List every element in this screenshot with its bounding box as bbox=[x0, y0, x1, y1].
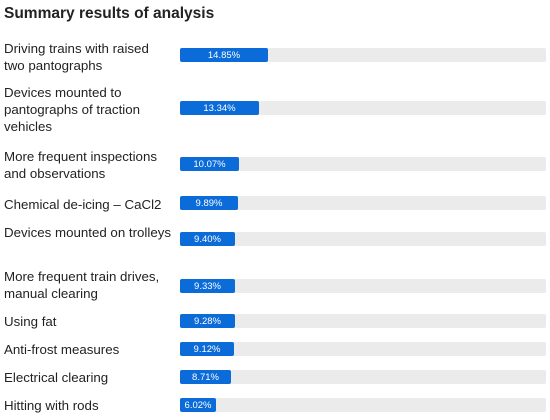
bar: 13.34% bbox=[180, 101, 259, 115]
bar-track: 9.40% bbox=[180, 232, 546, 246]
bar-track: 13.34% bbox=[180, 101, 546, 115]
bar: 9.12% bbox=[180, 342, 234, 356]
bar-value-label: 6.02% bbox=[184, 399, 212, 411]
bar-track: 9.28% bbox=[180, 314, 546, 328]
bar: 10.07% bbox=[180, 157, 239, 171]
bar-track: 9.33% bbox=[180, 279, 546, 293]
bar-value-label: 14.85% bbox=[207, 49, 241, 61]
bar-value-label: 9.28% bbox=[194, 315, 221, 327]
category-label: Using fat bbox=[4, 314, 57, 329]
category-label: Chemical de-icing – CaCl2 bbox=[4, 197, 162, 212]
bar-track: 9.12% bbox=[180, 342, 546, 356]
bar: 8.71% bbox=[180, 370, 231, 384]
bar: 6.02% bbox=[180, 398, 216, 412]
bar: 14.85% bbox=[180, 48, 268, 62]
bar-track: 6.02% bbox=[180, 398, 546, 412]
category-label: More frequent train drives, manual clear… bbox=[4, 269, 160, 301]
bar: 9.40% bbox=[180, 232, 235, 246]
category-label: Anti-frost measures bbox=[4, 342, 120, 357]
bar-track: 8.71% bbox=[180, 370, 546, 384]
bar-value-label: 10.07% bbox=[193, 158, 226, 170]
bar: 9.33% bbox=[180, 279, 235, 293]
category-label: More frequent inspections and observatio… bbox=[4, 149, 157, 181]
bar-track: 9.89% bbox=[180, 196, 546, 210]
category-label: Devices mounted to pantographs of tracti… bbox=[4, 85, 141, 134]
category-label: Driving trains with raised two pantograp… bbox=[4, 41, 149, 73]
bar-track: 14.85% bbox=[180, 48, 546, 62]
bar-value-label: 9.40% bbox=[194, 233, 221, 245]
bar-track: 10.07% bbox=[180, 157, 546, 171]
bar-value-label: 9.89% bbox=[195, 197, 223, 209]
chart-title: Summary results of analysis bbox=[4, 5, 215, 22]
bar: 9.28% bbox=[180, 314, 235, 328]
category-label: Electrical clearing bbox=[4, 370, 109, 385]
bar: 9.89% bbox=[180, 196, 238, 210]
bar-value-label: 8.71% bbox=[192, 371, 219, 383]
category-label: Hitting with rods bbox=[4, 398, 99, 413]
bar-value-label: 13.34% bbox=[203, 102, 236, 114]
bar-value-label: 9.33% bbox=[194, 280, 221, 292]
bar-value-label: 9.12% bbox=[193, 343, 221, 355]
category-label: Devices mounted on trolleys bbox=[4, 225, 172, 240]
